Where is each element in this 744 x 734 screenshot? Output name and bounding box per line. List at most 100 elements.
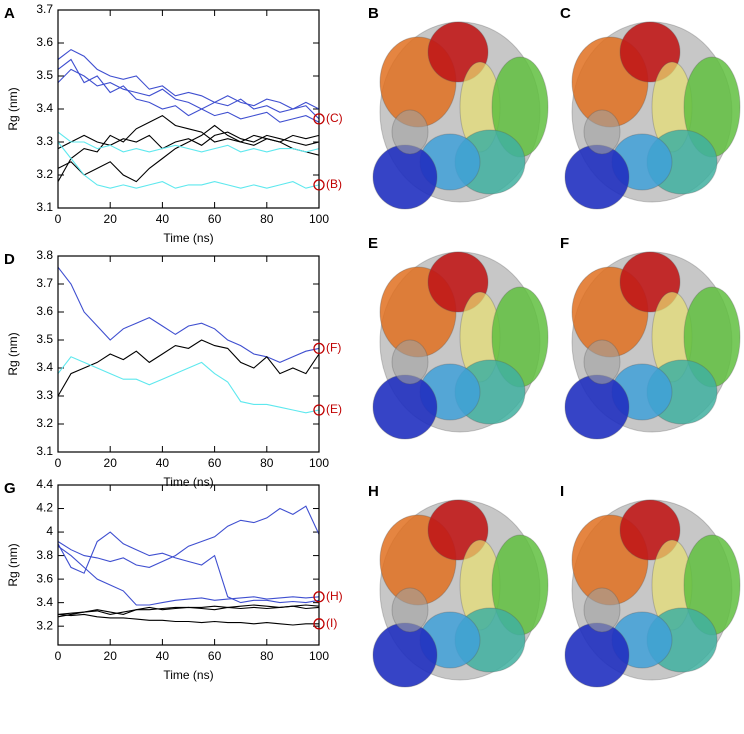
panel-label: I	[560, 483, 564, 500]
panel-label: A	[4, 5, 15, 22]
series-line	[57, 58, 320, 123]
x-tick-label: 80	[260, 456, 274, 470]
series-line	[57, 124, 320, 183]
y-tick-label: 3.7	[36, 276, 53, 290]
series-line	[57, 131, 320, 150]
y-tick-label: 3.6	[36, 35, 53, 49]
structure-domain	[564, 144, 630, 210]
structure-image	[372, 499, 549, 688]
x-tick-label: 20	[104, 649, 118, 663]
series-line	[57, 605, 320, 618]
y-tick-label: 3.6	[36, 304, 53, 318]
structure-image	[372, 21, 549, 210]
structure-domain	[372, 622, 438, 688]
annotation-label: (E)	[326, 402, 342, 416]
series-line	[57, 505, 320, 568]
series-line	[57, 613, 319, 626]
series-line	[57, 545, 320, 606]
series-line	[57, 266, 320, 363]
x-tick-label: 0	[55, 649, 62, 663]
y-tick-label: 3.1	[36, 200, 53, 214]
x-tick-label: 40	[156, 649, 170, 663]
structure-image	[564, 21, 741, 210]
series-line	[57, 131, 320, 153]
plot-frame	[57, 484, 320, 646]
plot-frame	[57, 9, 320, 209]
structure-domain	[564, 374, 630, 440]
y-tick-label: 3.4	[36, 595, 53, 609]
structure-image	[564, 499, 741, 688]
series-line	[57, 531, 320, 604]
y-tick-label: 3.3	[36, 134, 53, 148]
y-tick-label: 3.6	[36, 571, 53, 585]
panel-label: F	[560, 235, 569, 252]
panel-label: H	[368, 483, 379, 500]
structure-domain	[391, 339, 429, 385]
y-tick-label: 3.7	[36, 2, 53, 16]
y-tick-label: 3.5	[36, 68, 53, 82]
y-tick-label: 4	[46, 524, 53, 538]
x-tick-label: 60	[208, 649, 222, 663]
y-tick-label: 3.5	[36, 332, 53, 346]
series-line	[57, 339, 320, 397]
annotation-label: (B)	[326, 177, 342, 191]
x-tick-label: 100	[309, 649, 329, 663]
y-tick-label: 3.4	[36, 101, 53, 115]
x-tick-label: 40	[156, 212, 170, 226]
annotation-label: (F)	[326, 341, 341, 355]
panel-label: D	[4, 251, 15, 268]
y-axis-label: Rg (nm)	[6, 332, 20, 375]
x-tick-label: 100	[309, 212, 329, 226]
annotation-marker	[313, 179, 325, 191]
x-tick-label: 0	[55, 212, 62, 226]
annotation-marker	[313, 342, 325, 355]
annotation-marker	[313, 113, 325, 125]
x-tick-label: 40	[156, 456, 170, 470]
x-axis-label: Time (ns)	[163, 231, 213, 245]
y-tick-label: 4.2	[36, 501, 53, 515]
series-line	[57, 141, 320, 189]
structure-image	[564, 251, 741, 440]
structure-domain	[391, 109, 429, 155]
annotation-label: (C)	[326, 111, 343, 125]
x-tick-label: 60	[208, 456, 222, 470]
structure-domain	[372, 374, 438, 440]
structure-domain	[372, 144, 438, 210]
annotation-marker	[313, 618, 325, 630]
structure-domain	[583, 339, 621, 385]
y-tick-label: 3.1	[36, 444, 53, 458]
panel-label: G	[4, 480, 16, 497]
annotation-label: (H)	[326, 589, 343, 603]
series-line	[57, 356, 320, 414]
x-tick-label: 60	[208, 212, 222, 226]
x-tick-label: 0	[55, 456, 62, 470]
annotation-marker	[313, 591, 325, 603]
y-tick-label: 3.8	[36, 548, 53, 562]
x-tick-label: 100	[309, 456, 329, 470]
structure-domain	[391, 587, 429, 633]
structure-domain	[564, 622, 630, 688]
series-line	[57, 68, 320, 113]
panel-label: C	[560, 5, 571, 22]
annotation-marker	[313, 404, 325, 416]
x-tick-label: 20	[104, 212, 118, 226]
panel-label: B	[368, 5, 379, 22]
plot-frame	[57, 255, 320, 453]
y-tick-label: 3.4	[36, 360, 53, 374]
y-tick-label: 3.2	[36, 416, 53, 430]
y-tick-label: 3.2	[36, 167, 53, 181]
y-tick-label: 4.4	[36, 477, 53, 491]
y-tick-label: 3.8	[36, 248, 53, 262]
series-line	[57, 48, 320, 120]
structure-image	[372, 251, 549, 440]
structure-domain	[583, 587, 621, 633]
panel-label: E	[368, 235, 378, 252]
y-axis-label: Rg (nm)	[6, 543, 20, 586]
y-tick-label: 3.3	[36, 388, 53, 402]
x-tick-label: 20	[104, 456, 118, 470]
y-axis-label: Rg (nm)	[6, 87, 20, 130]
x-tick-label: 80	[260, 212, 274, 226]
x-axis-label: Time (ns)	[163, 668, 213, 682]
annotation-label: (I)	[326, 616, 337, 630]
